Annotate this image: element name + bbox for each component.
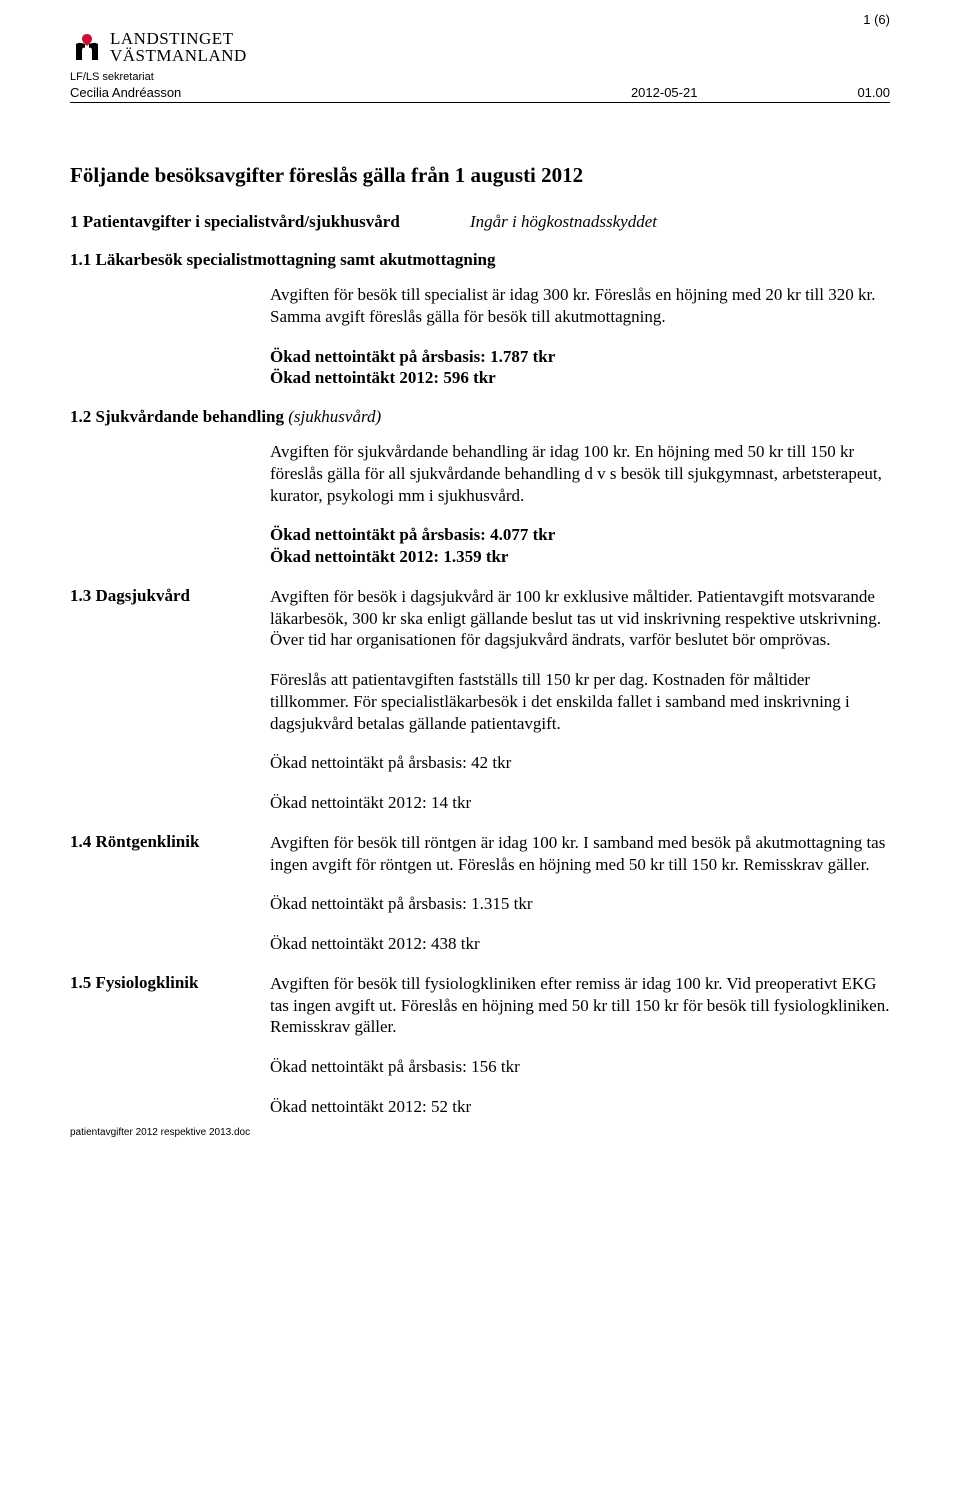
page-number: 1 (6) (863, 12, 890, 27)
section-1-5-row: 1.5 Fysiologklinik Avgiften för besök ti… (70, 973, 890, 1118)
section-1-1-p1: Avgiften för besök till specialist är id… (270, 284, 890, 328)
section-1-2-heading-text: 1.2 Sjukvårdande behandling (70, 407, 284, 426)
section-1-2-heading-italic: (sjukhusvård) (284, 407, 381, 426)
section-1-3-bold1: Ökad nettointäkt på årsbasis: 42 tkr (270, 752, 890, 774)
section-1-3-heading: 1.3 Dagsjukvård (70, 586, 270, 606)
header-author: Cecilia Andréasson (70, 85, 181, 100)
section-1-3-row: 1.3 Dagsjukvård Avgiften för besök i dag… (70, 586, 890, 832)
section-1-5-heading: 1.5 Fysiologklinik (70, 973, 270, 993)
section-1-3-bold2: Ökad nettointäkt 2012: 14 tkr (270, 792, 890, 814)
section-1-4-bold1: Ökad nettointäkt på årsbasis: 1.315 tkr (270, 893, 890, 915)
section-1-1-bold1: Ökad nettointäkt på årsbasis: 1.787 tkr (270, 346, 890, 368)
logo-row: LANDSTINGET VÄSTMANLAND (70, 30, 890, 67)
section-1-heading: 1 Patientavgifter i specialistvård/sjukh… (70, 212, 470, 232)
section-1-2-body: Avgiften för sjukvårdande behandling är … (270, 441, 890, 568)
header-doc-number: 01.00 (857, 85, 890, 100)
logo-text: LANDSTINGET VÄSTMANLAND (110, 30, 247, 64)
section-1-5-p1: Avgiften för besök till fysiologkliniken… (270, 973, 890, 1038)
header-date: 2012-05-21 (631, 85, 698, 100)
section-1-3-p1: Avgiften för besök i dagsjukvård är 100 … (270, 586, 890, 651)
document-title: Följande besöksavgifter föreslås gälla f… (70, 163, 890, 188)
section-1-5-bold2: Ökad nettointäkt 2012: 52 tkr (270, 1096, 890, 1118)
section-1-3-body: Avgiften för besök i dagsjukvård är 100 … (270, 586, 890, 832)
document-header: LANDSTINGET VÄSTMANLAND LF/LS sekretaria… (70, 30, 890, 103)
section-1-3-p2: Föreslås att patientavgiften fastställs … (270, 669, 890, 734)
footer-filename: patientavgifter 2012 respektive 2013.doc (70, 1127, 250, 1138)
header-subunit: LF/LS sekretariat (70, 71, 890, 83)
section-1-5-body: Avgiften för besök till fysiologkliniken… (270, 973, 890, 1118)
section-1-2-bold2: Ökad nettointäkt 2012: 1.359 tkr (270, 546, 890, 568)
section-1-4-heading: 1.4 Röntgenklinik (70, 832, 270, 852)
section-1-4-row: 1.4 Röntgenklinik Avgiften för besök til… (70, 832, 890, 973)
section-1-5-bold1: Ökad nettointäkt på årsbasis: 156 tkr (270, 1056, 890, 1078)
section-1-4-bold2: Ökad nettointäkt 2012: 438 tkr (270, 933, 890, 955)
section-1-4-body: Avgiften för besök till röntgen är idag … (270, 832, 890, 973)
section-1-heading-row: 1 Patientavgifter i specialistvård/sjukh… (70, 212, 890, 232)
section-1-4-p1: Avgiften för besök till röntgen är idag … (270, 832, 890, 876)
landstinget-logo-icon (70, 30, 104, 67)
section-1-subtitle: Ingår i högkostnadsskyddet (470, 212, 657, 232)
logo-line2: VÄSTMANLAND (110, 47, 247, 64)
header-meta: Cecilia Andréasson 2012-05-21 01.00 (70, 85, 890, 103)
section-1-1-bold2: Ökad nettointäkt 2012: 596 tkr (270, 367, 890, 389)
page: 1 (6) LANDSTINGET VÄSTMANLAND LF/LS sekr… (0, 0, 960, 1158)
section-1-1-heading: 1.1 Läkarbesök specialistmottagning samt… (70, 250, 890, 270)
section-1-1-body: Avgiften för besök till specialist är id… (270, 284, 890, 389)
logo-line1: LANDSTINGET (110, 30, 247, 47)
section-1-2-p1: Avgiften för sjukvårdande behandling är … (270, 441, 890, 506)
document-content: Följande besöksavgifter föreslås gälla f… (70, 163, 890, 1118)
section-1-2-bold1: Ökad nettointäkt på årsbasis: 4.077 tkr (270, 524, 890, 546)
section-1-2-heading: 1.2 Sjukvårdande behandling (sjukhusvård… (70, 407, 890, 427)
